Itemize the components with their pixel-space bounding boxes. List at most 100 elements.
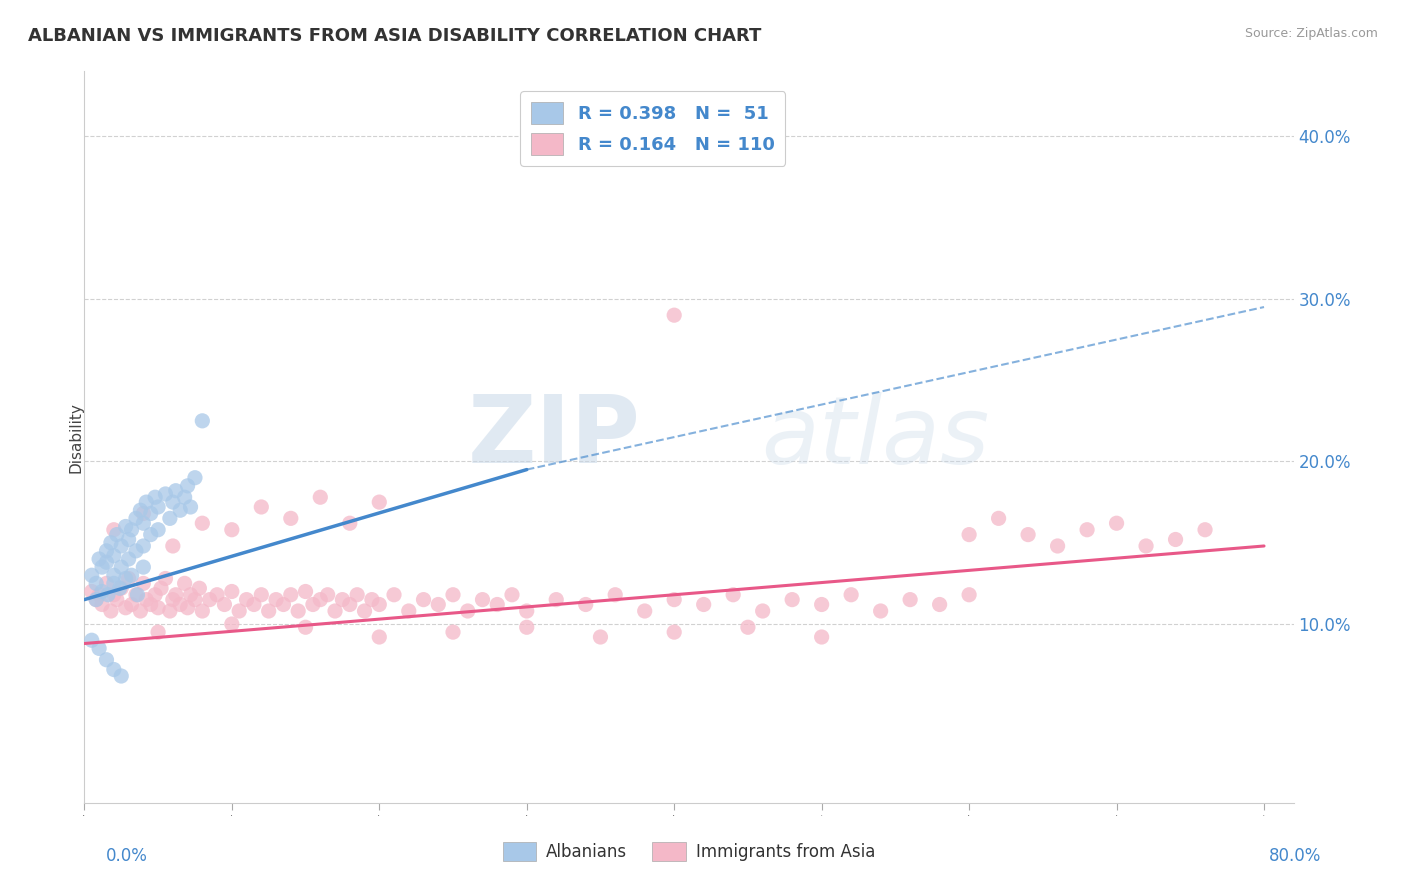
Point <box>127 588 149 602</box>
Point <box>810 598 832 612</box>
Point <box>96 555 118 569</box>
Point <box>1135 539 1157 553</box>
Point <box>339 516 361 531</box>
Point <box>173 490 195 504</box>
Point <box>129 604 152 618</box>
Point <box>1194 523 1216 537</box>
Point <box>191 604 214 618</box>
Point <box>257 604 280 618</box>
Point <box>146 600 169 615</box>
Point <box>87 588 110 602</box>
Point <box>80 584 103 599</box>
Point <box>146 500 169 514</box>
Point <box>839 588 862 602</box>
Point <box>135 495 157 509</box>
Point <box>346 588 368 602</box>
Text: 0.0%: 0.0% <box>105 847 148 865</box>
Point <box>664 625 686 640</box>
Point <box>103 549 125 563</box>
Point <box>110 560 132 574</box>
Point <box>589 630 612 644</box>
Point <box>1105 516 1128 531</box>
Point <box>546 592 568 607</box>
Point <box>198 592 221 607</box>
Point <box>664 308 686 322</box>
Point <box>191 516 214 531</box>
Point <box>150 581 173 595</box>
Point <box>114 572 136 586</box>
Point <box>441 588 464 602</box>
Point <box>957 527 980 541</box>
Point <box>294 584 316 599</box>
Text: atlas: atlas <box>762 392 990 483</box>
Point <box>87 552 110 566</box>
Point <box>84 576 107 591</box>
Point <box>132 507 155 521</box>
Point <box>146 523 169 537</box>
Text: Source: ZipAtlas.com: Source: ZipAtlas.com <box>1244 27 1378 40</box>
Point <box>692 598 714 612</box>
Point <box>1046 539 1069 553</box>
Point <box>117 572 139 586</box>
Point <box>108 581 131 595</box>
Point <box>176 600 198 615</box>
Point <box>751 604 773 618</box>
Point <box>91 560 114 574</box>
Point <box>1076 523 1098 537</box>
Point <box>162 495 184 509</box>
Point <box>80 633 103 648</box>
Point <box>339 598 361 612</box>
Point <box>412 592 434 607</box>
Point <box>235 592 257 607</box>
Point <box>243 598 266 612</box>
Point <box>121 568 143 582</box>
Point <box>575 598 598 612</box>
Point <box>121 598 143 612</box>
Point <box>287 604 309 618</box>
Point <box>159 604 181 618</box>
Point <box>605 588 627 602</box>
Point <box>316 588 339 602</box>
Point <box>132 539 155 553</box>
Point <box>103 568 125 582</box>
Point <box>361 592 384 607</box>
Point <box>869 604 891 618</box>
Point <box>84 592 107 607</box>
Point <box>125 588 148 602</box>
Point <box>97 588 120 602</box>
Point <box>155 487 177 501</box>
Point <box>114 600 136 615</box>
Point <box>103 588 125 602</box>
Legend: Albanians, Immigrants from Asia: Albanians, Immigrants from Asia <box>496 835 882 868</box>
Point <box>132 560 155 574</box>
Point <box>176 479 198 493</box>
Y-axis label: Disability: Disability <box>69 401 83 473</box>
Point <box>117 552 139 566</box>
Point <box>165 588 187 602</box>
Point <box>103 663 125 677</box>
Point <box>368 598 391 612</box>
Point <box>132 516 155 531</box>
Point <box>169 503 191 517</box>
Point <box>280 588 302 602</box>
Text: 80.0%: 80.0% <box>1270 847 1322 865</box>
Point <box>162 539 184 553</box>
Point <box>221 617 243 632</box>
Point <box>264 592 287 607</box>
Point <box>1164 533 1187 547</box>
Point <box>100 604 122 618</box>
Point <box>898 592 921 607</box>
Point <box>143 588 166 602</box>
Point <box>228 604 250 618</box>
Point <box>146 625 169 640</box>
Point <box>987 511 1010 525</box>
Point <box>110 581 132 595</box>
Point <box>91 598 114 612</box>
Point <box>103 576 125 591</box>
Point <box>273 598 295 612</box>
Point <box>188 581 211 595</box>
Point <box>121 523 143 537</box>
Point <box>129 503 152 517</box>
Point <box>87 641 110 656</box>
Point <box>928 598 950 612</box>
